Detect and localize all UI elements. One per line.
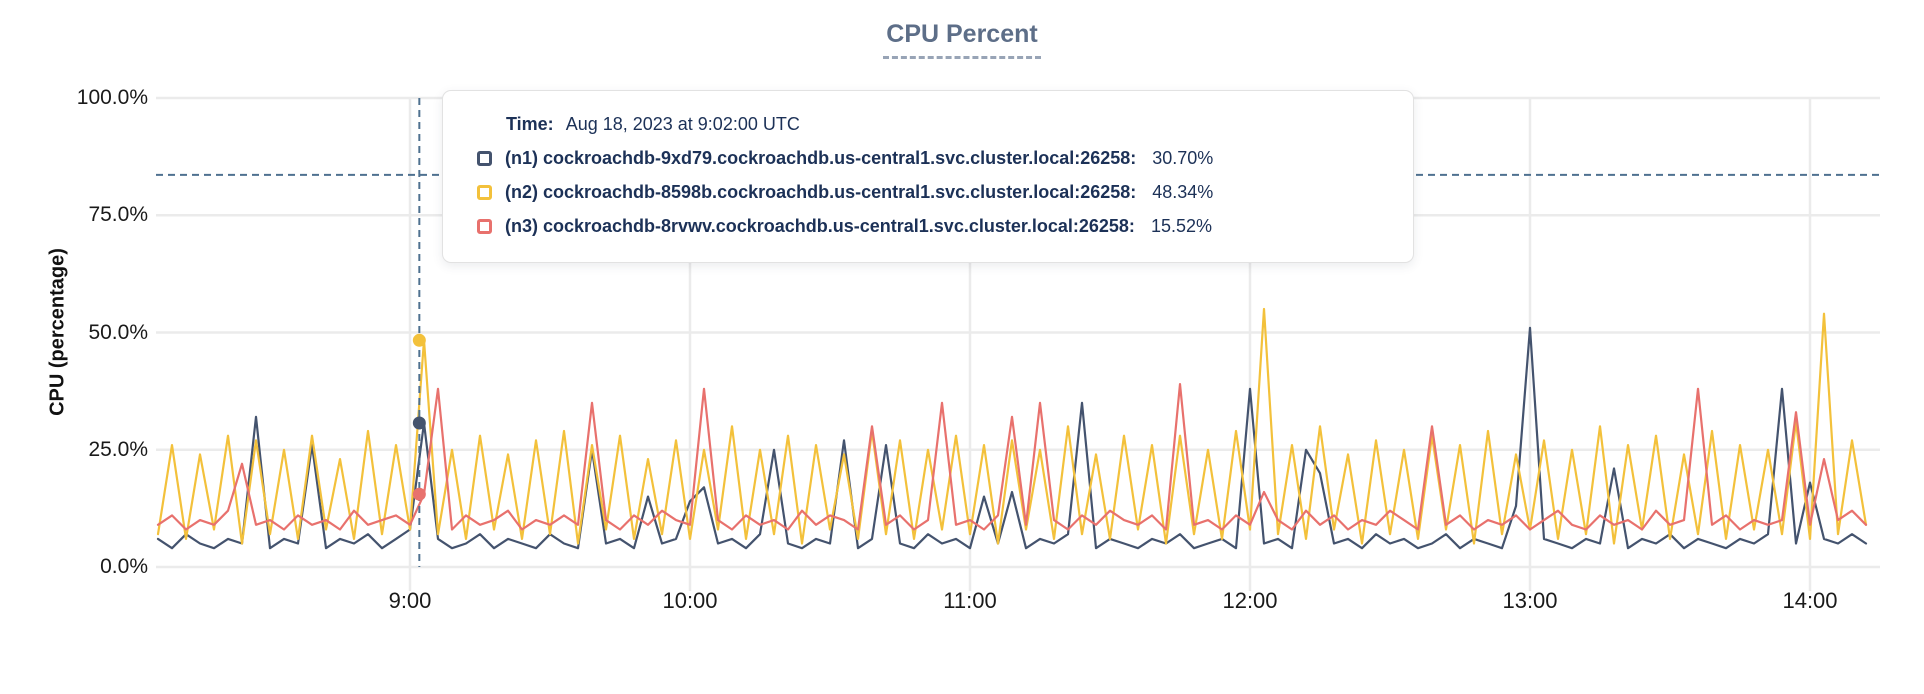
x-tick-label-12:00: 12:00: [1222, 588, 1278, 613]
series-n3-label: (n3) cockroachdb-8rvwv.cockroachdb.us-ce…: [505, 216, 1135, 236]
series-n1-label: (n1) cockroachdb-9xd79.cockroachdb.us-ce…: [505, 148, 1137, 168]
y-tick-label-25.0%: 25.0%: [88, 437, 148, 461]
x-tick-label-13:00: 13:00: [1502, 588, 1558, 613]
series-n1-swatch-icon: [477, 151, 492, 166]
series-line-n2[interactable]: [156, 307, 1868, 545]
x-tick-label-11:00: 11:00: [943, 588, 997, 613]
series-n3-swatch-icon: [477, 219, 492, 234]
x-tick-label-14:00: 14:00: [1782, 588, 1838, 613]
series-line-n3[interactable]: [156, 383, 1868, 531]
hover-tooltip: Time: Aug 18, 2023 at 9:02:00 UTC (n1) c…: [442, 90, 1414, 263]
series-n1-value: 30.70%: [1152, 148, 1214, 168]
y-tick-label-50.0%: 50.0%: [88, 320, 148, 344]
series-n3-value: 15.52%: [1150, 216, 1212, 236]
x-tick-label-9:00: 9:00: [388, 588, 432, 613]
y-tick-label-75.0%: 75.0%: [88, 203, 148, 227]
series-n2-label: (n2) cockroachdb-8598b.cockroachdb.us-ce…: [505, 182, 1137, 202]
tooltip-series-row-n2: (n2) cockroachdb-8598b.cockroachdb.us-ce…: [477, 182, 1389, 203]
series-n2-swatch-icon: [477, 185, 492, 200]
tooltip-time-value: Aug 18, 2023 at 9:02:00 UTC: [565, 114, 800, 134]
series-line-n1[interactable]: [156, 326, 1868, 550]
y-tick-label-100.0%: 100.0%: [76, 86, 148, 109]
highlight-marker-n1: [412, 416, 426, 430]
tooltip-time-label: Time:: [506, 114, 554, 134]
tooltip-series-row-n1: (n1) cockroachdb-9xd79.cockroachdb.us-ce…: [477, 148, 1389, 169]
tooltip-time-row: Time: Aug 18, 2023 at 9:02:00 UTC: [506, 114, 1389, 135]
y-tick-label-0.0%: 0.0%: [100, 555, 148, 578]
highlight-marker-n3: [412, 487, 426, 501]
tooltip-series-row-n3: (n3) cockroachdb-8rvwv.cockroachdb.us-ce…: [477, 216, 1389, 237]
chart-title: CPU Percent: [0, 20, 1924, 59]
series-n2-value: 48.34%: [1152, 182, 1214, 202]
highlight-marker-n2: [412, 333, 426, 347]
x-tick-label-10:00: 10:00: [662, 588, 718, 613]
chart-title-text[interactable]: CPU Percent: [883, 20, 1041, 59]
